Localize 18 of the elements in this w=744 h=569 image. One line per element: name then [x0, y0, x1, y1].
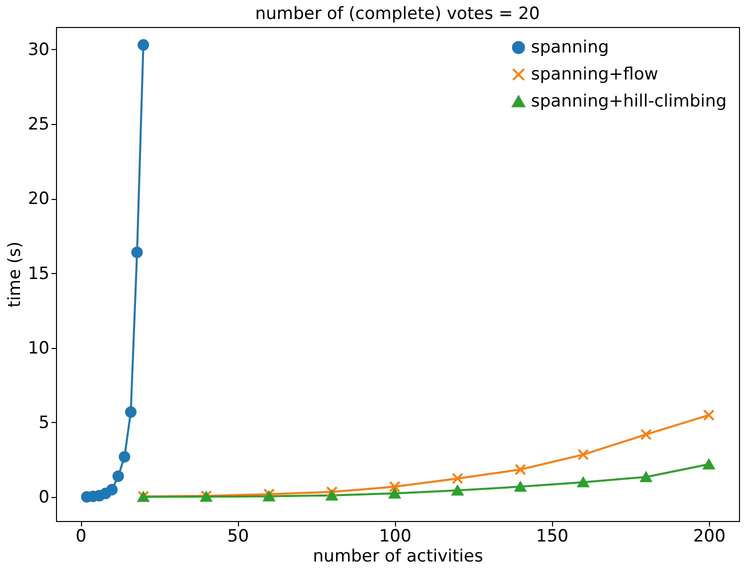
- chart-title: number of (complete) votes = 20: [255, 4, 540, 24]
- legend-label: spanning+hill-climbing: [531, 92, 727, 112]
- y-tick-label: 15: [28, 264, 50, 284]
- x-tick-label: 50: [227, 526, 249, 546]
- y-tick-label: 20: [28, 189, 50, 210]
- y-tick-label: 0: [38, 488, 50, 508]
- y-tick-label: 5: [38, 413, 50, 433]
- y-tick-label: 25: [28, 114, 50, 135]
- x-tick-label: 0: [76, 526, 86, 546]
- x-tick-label: 200: [693, 526, 726, 546]
- y-tick-label: 30: [28, 40, 50, 60]
- y-tick-label: 10: [28, 338, 50, 358]
- x-tick-label: 100: [378, 526, 412, 546]
- x-axis-title: number of activities: [312, 546, 484, 566]
- x-tick-label: 150: [536, 526, 568, 546]
- legend-label: spanning: [531, 38, 609, 58]
- y-axis-title: time (s): [4, 242, 25, 308]
- legend-label: spanning+flow: [531, 64, 658, 84]
